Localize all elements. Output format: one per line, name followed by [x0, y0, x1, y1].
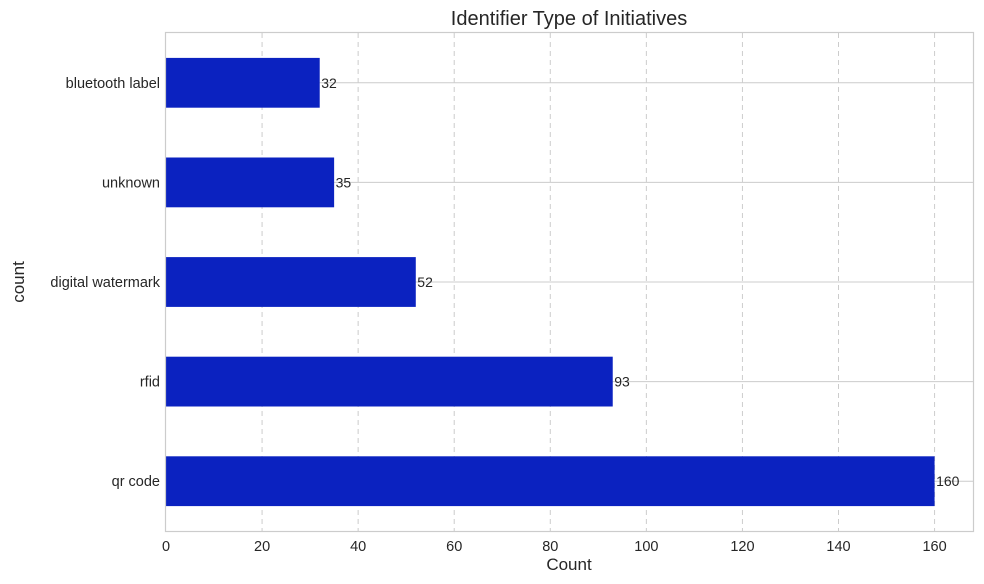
data-labels: 32 35 52 93 160	[321, 75, 959, 489]
bar-value-label: 93	[614, 374, 630, 390]
x-tick-label: 80	[542, 539, 558, 555]
x-tick-label: 20	[254, 539, 270, 555]
x-tick-label: 40	[350, 539, 366, 555]
bars	[166, 57, 935, 507]
y-tick-label: qr code	[112, 474, 160, 490]
plot-frame	[164, 31, 975, 533]
y-tick-label: bluetooth label	[66, 76, 160, 92]
bar-value-label: 160	[936, 473, 960, 489]
bar-value-label: 35	[336, 174, 352, 190]
x-tick-label: 100	[634, 539, 658, 555]
bar	[166, 356, 613, 407]
y-tick-label: rfid	[140, 375, 160, 391]
x-tick-label: 160	[922, 539, 946, 555]
x-tick-label: 60	[446, 539, 462, 555]
x-axis-ticks: 0 20 40 60 80 100 120 140 160	[162, 539, 947, 555]
y-tick-label: unknown	[102, 175, 160, 191]
bar-value-label: 52	[417, 274, 433, 290]
bar	[166, 57, 320, 108]
bar	[166, 257, 416, 307]
bar-value-label: 32	[321, 75, 337, 91]
chart-title: Identifier Type of Initiatives	[451, 8, 687, 30]
x-tick-label: 0	[162, 539, 170, 555]
bar	[166, 456, 935, 507]
y-axis-label: count	[9, 261, 28, 303]
y-axis-ticks: bluetooth label unknown digital watermark r…	[50, 76, 160, 490]
y-tick-label: digital watermark	[50, 275, 160, 291]
bar	[166, 157, 335, 208]
x-tick-label: 120	[730, 539, 754, 555]
x-axis-label: Count	[546, 555, 592, 574]
x-tick-label: 140	[826, 539, 850, 555]
